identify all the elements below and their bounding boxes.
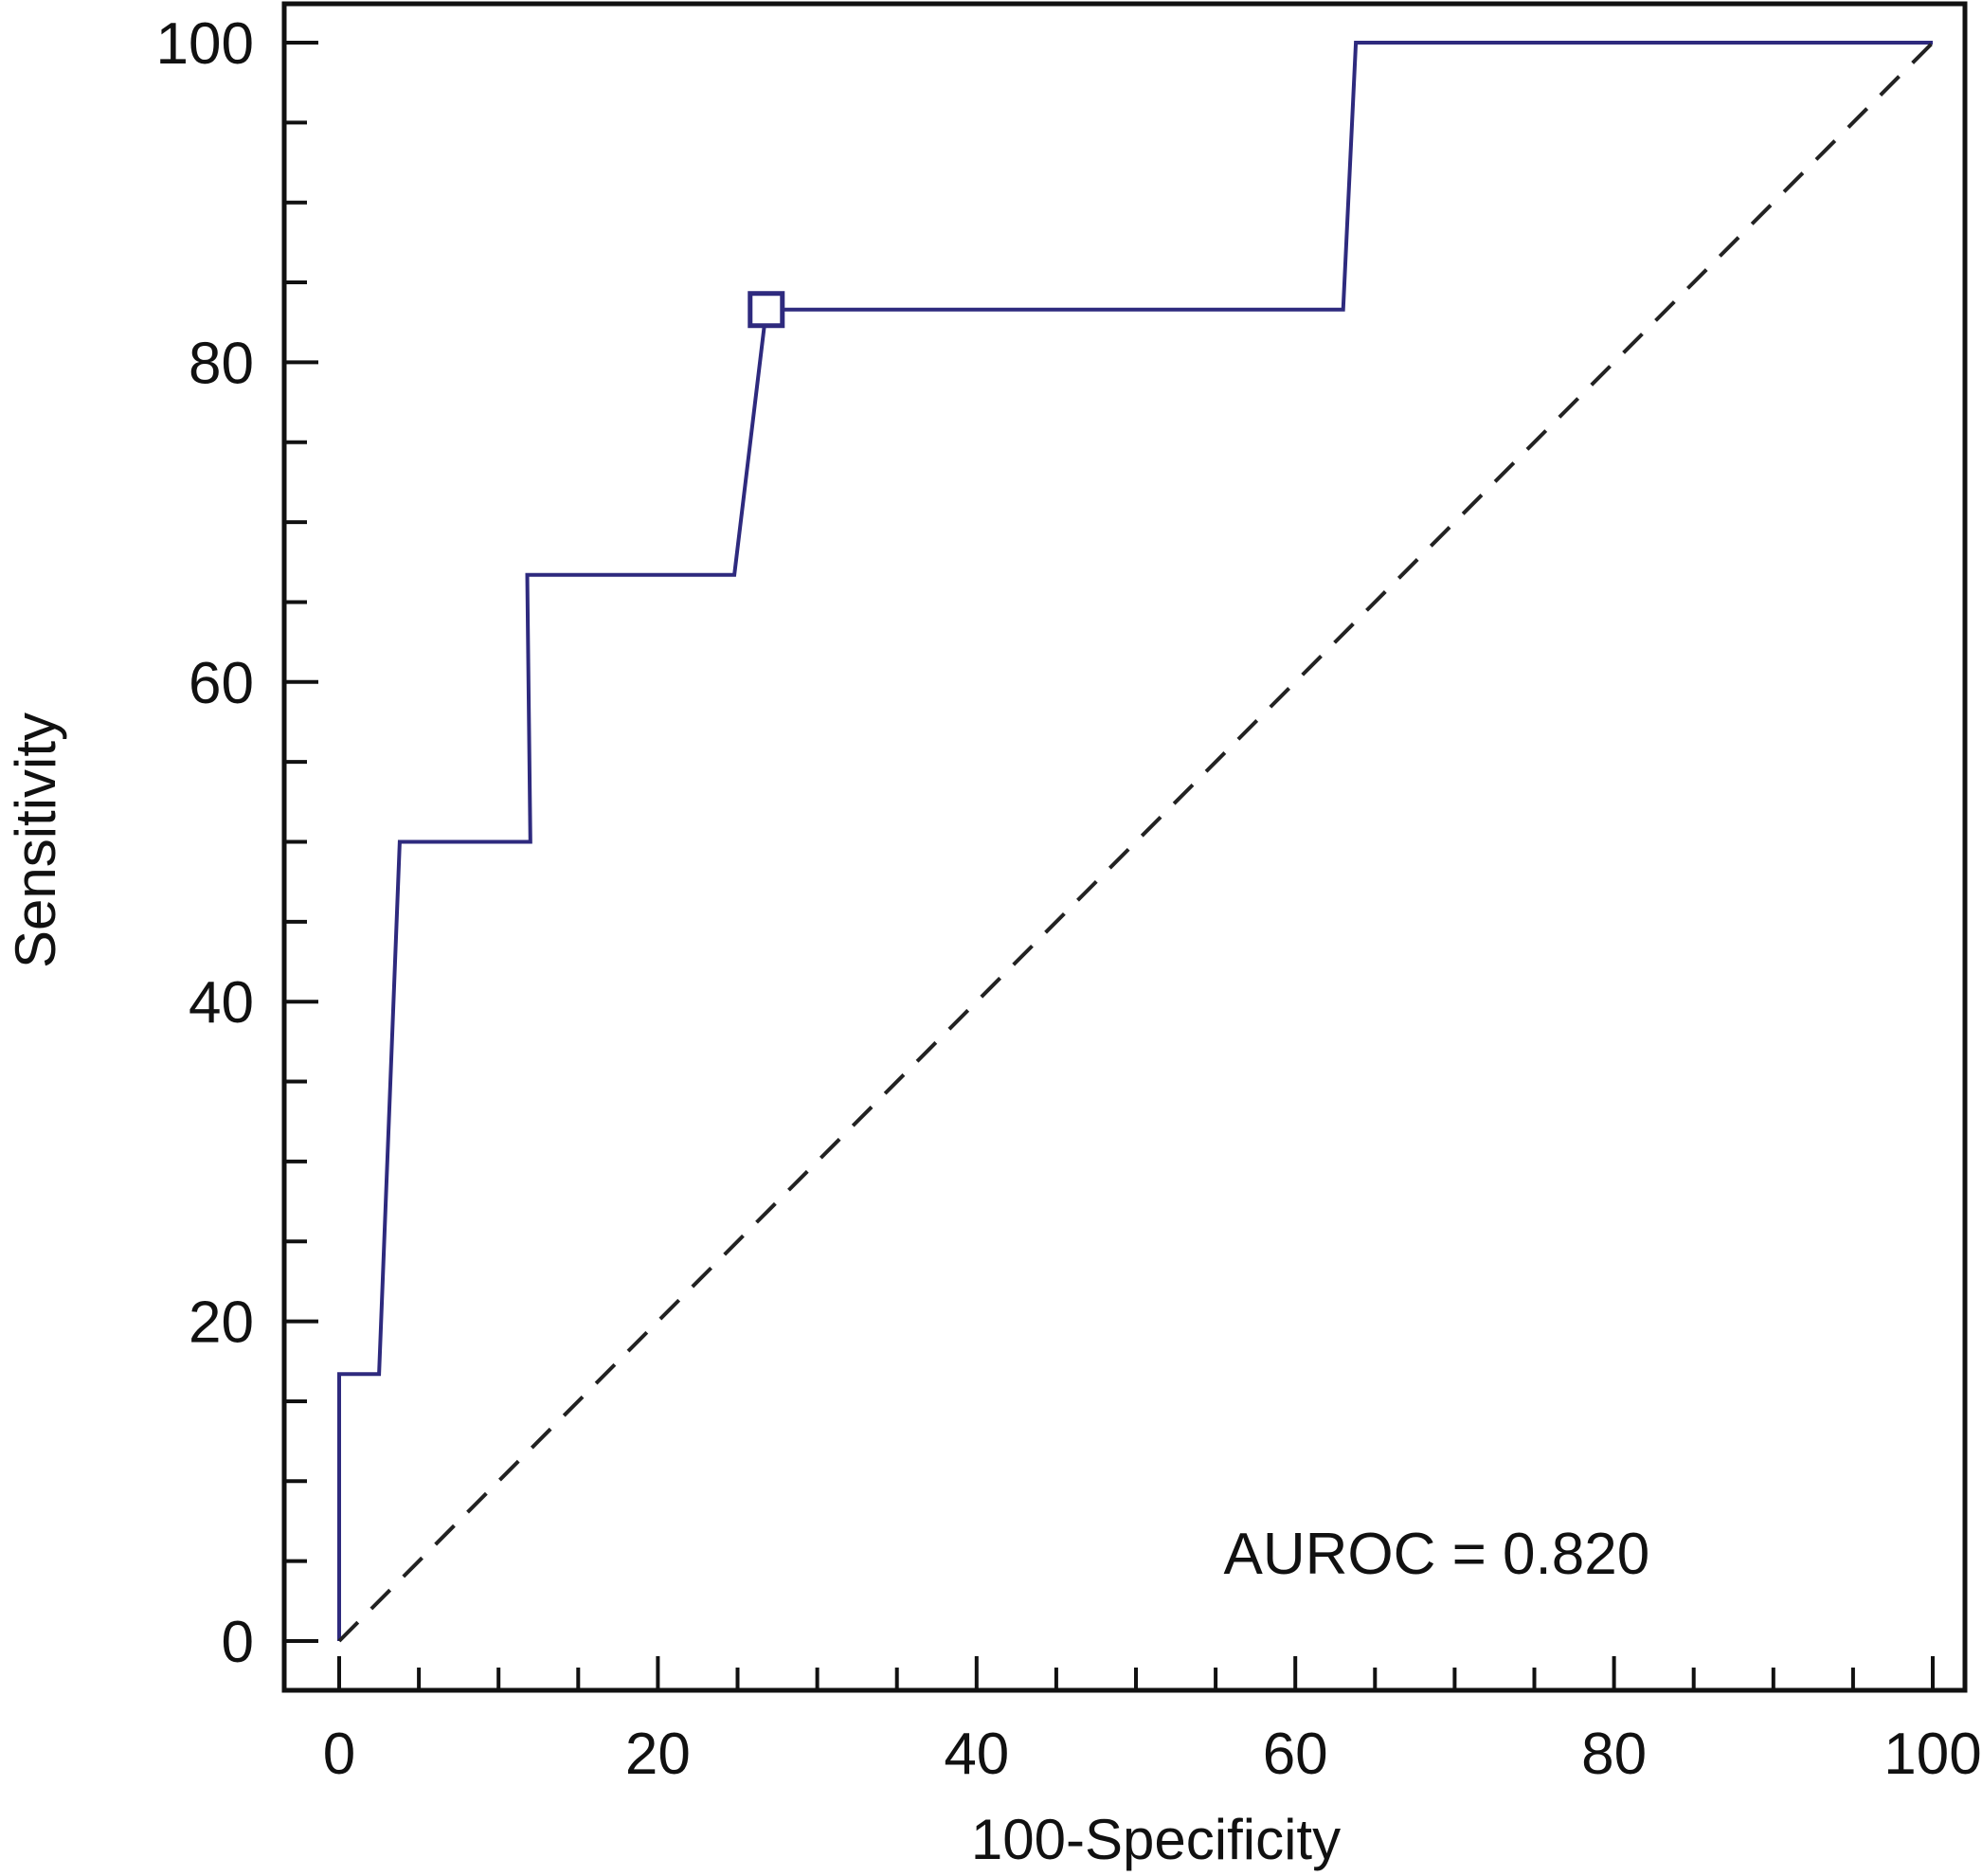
y-tick-label: 20 [189, 1290, 254, 1356]
y-tick-label: 100 [156, 11, 254, 77]
y-axis-ticks: 0 20 40 60 80 100 [156, 11, 318, 1675]
x-tick-label: 40 [944, 1722, 1009, 1787]
x-tick-label: 60 [1263, 1722, 1328, 1787]
x-tick-label: 20 [625, 1722, 691, 1787]
y-tick-label: 60 [189, 651, 254, 716]
roc-curve-line [337, 41, 1933, 1641]
x-tick-label: 100 [1883, 1722, 1981, 1787]
y-tick-label: 40 [189, 970, 254, 1036]
reference-diagonal-line [337, 41, 1935, 1643]
y-tick-label: 80 [189, 331, 254, 396]
optimal-cutoff-marker [748, 291, 785, 329]
y-axis-title: Sensitivity [4, 713, 67, 968]
y-tick-label: 0 [222, 1610, 254, 1675]
marker-layer [748, 291, 785, 329]
series-layer [337, 41, 1935, 1643]
x-axis-title: 100-Specificity [971, 1808, 1341, 1871]
x-tick-label: 0 [323, 1722, 355, 1787]
plot-frame [281, 1, 1968, 1693]
auroc-annotation: AUROC = 0.820 [1224, 1522, 1650, 1587]
x-axis-ticks: 0 20 40 60 80 100 [323, 1656, 1982, 1787]
x-tick-label: 80 [1581, 1722, 1647, 1787]
